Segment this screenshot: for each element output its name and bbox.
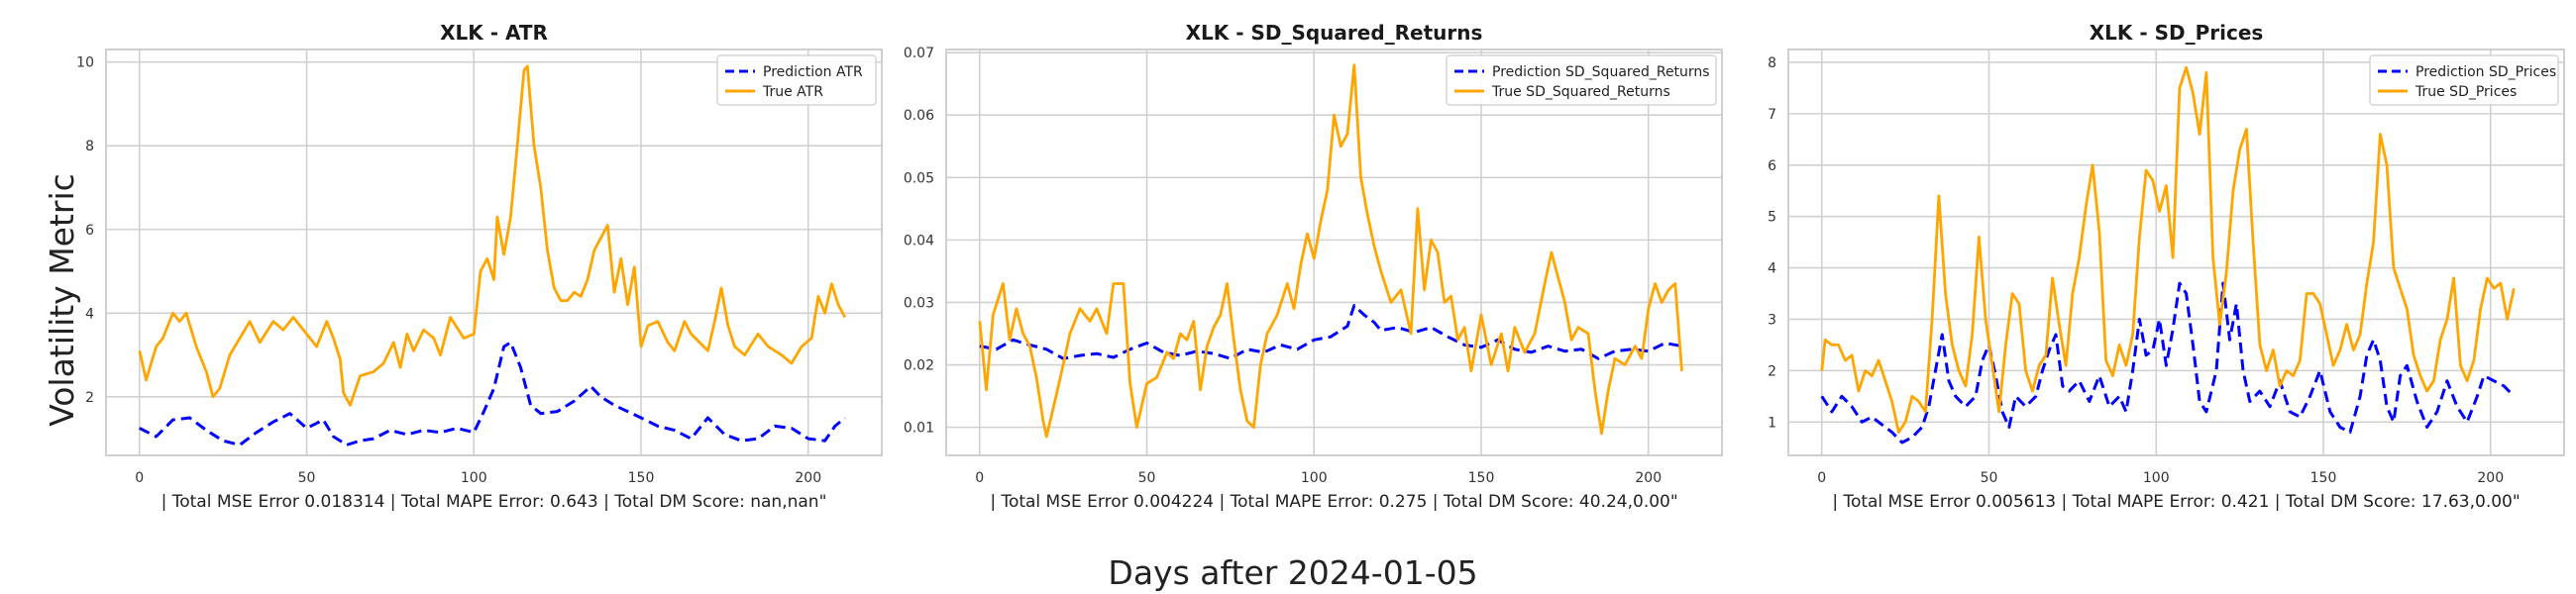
y-tick-label: 4 <box>1768 261 1776 277</box>
x-tick-label: 150 <box>1468 470 1495 486</box>
legend-box <box>1446 54 1717 106</box>
legend-label: True SD_Prices <box>2415 84 2517 100</box>
true-series-line <box>978 63 1683 439</box>
legend-box <box>2369 54 2559 106</box>
x-tick-label: 0 <box>1817 470 1826 486</box>
y-tick-label: 4 <box>85 306 94 322</box>
prediction-series-line <box>979 304 1682 360</box>
chart-title: XLK - SD_Squared_Returns <box>1186 21 1483 45</box>
legend-label: Prediction ATR <box>763 64 863 80</box>
y-tick-label: 1 <box>1768 415 1776 431</box>
chart-title: XLK - SD_Prices <box>2090 21 2264 45</box>
chart-title: XLK - ATR <box>440 21 548 45</box>
x-tick-label: 100 <box>2143 470 2170 486</box>
x-tick-label: 200 <box>795 470 821 486</box>
prediction-series-line <box>1820 281 2516 445</box>
x-tick-label: 150 <box>2310 470 2337 486</box>
y-tick-label: 2 <box>85 390 94 406</box>
y-tick-label: 0.01 <box>904 421 934 437</box>
x-tick-label: 50 <box>298 470 316 486</box>
y-tick-label: 0.07 <box>904 46 934 61</box>
y-tick-label: 2 <box>1768 363 1776 379</box>
plot-frame <box>105 49 883 456</box>
figure-xlabel: Days after 2024-01-05 <box>1108 553 1477 592</box>
y-tick-label: 0.02 <box>904 358 934 374</box>
x-tick-label: 200 <box>1635 470 1662 486</box>
y-tick-label: 10 <box>76 55 94 71</box>
x-tick-label: 100 <box>1301 470 1328 486</box>
y-tick-label: 3 <box>1768 312 1776 328</box>
y-tick-label: 0.03 <box>904 295 934 311</box>
x-tick-label: 100 <box>461 470 487 486</box>
x-axis-label: | Total MSE Error 0.018314 | Total MAPE … <box>161 492 827 512</box>
y-tick-label: 0.06 <box>904 108 934 124</box>
x-tick-label: 0 <box>975 470 984 486</box>
x-tick-label: 0 <box>135 470 144 486</box>
true-series-line <box>1820 65 2516 435</box>
prediction-series-line <box>139 341 846 446</box>
y-tick-label: 0.04 <box>904 233 934 248</box>
x-axis-label: | Total MSE Error 0.005613 | Total MAPE … <box>1832 492 2520 512</box>
legend-label: True ATR <box>762 84 823 100</box>
legend-label: Prediction SD_Squared_Returns <box>1492 64 1710 80</box>
x-tick-label: 50 <box>1138 470 1156 486</box>
chart-panel-sd-squared-returns: 0 50 100 150 200 0.01 0.02 0.03 0.04 0.05 0.06 0.07… <box>904 21 1723 512</box>
legend-box <box>716 54 877 106</box>
y-tick-label: 8 <box>85 139 94 154</box>
x-tick-label: 150 <box>628 470 655 486</box>
legend-label: True SD_Squared_Returns <box>1491 84 1670 100</box>
y-tick-label: 6 <box>85 223 94 239</box>
x-tick-label: 50 <box>1981 470 1998 486</box>
x-tick-label: 200 <box>2477 470 2504 486</box>
y-tick-label: 7 <box>1768 107 1776 123</box>
y-tick-label: 6 <box>1768 158 1776 174</box>
y-tick-label: 5 <box>1768 210 1776 226</box>
y-tick-label: 8 <box>1768 55 1776 71</box>
plot-frame <box>1787 49 2565 456</box>
plot-frame <box>945 49 1723 456</box>
x-axis-label: | Total MSE Error 0.004224 | Total MAPE … <box>990 492 1677 512</box>
y-tick-label: 0.05 <box>904 170 934 186</box>
chart-panel-atr: 0 50 100 150 200 2 4 6 8 10 XLK - ATR | Total MSE E… <box>76 21 883 512</box>
figure-ylabel: Volatility Metric <box>43 173 81 427</box>
legend-label: Prediction SD_Prices <box>2415 64 2556 80</box>
true-series-line <box>138 64 847 407</box>
chart-panel-sd-prices: 0 50 100 150 200 1 2 3 4 5 6 7 8 XLK - SD_Prices | Tot… <box>1768 21 2565 512</box>
